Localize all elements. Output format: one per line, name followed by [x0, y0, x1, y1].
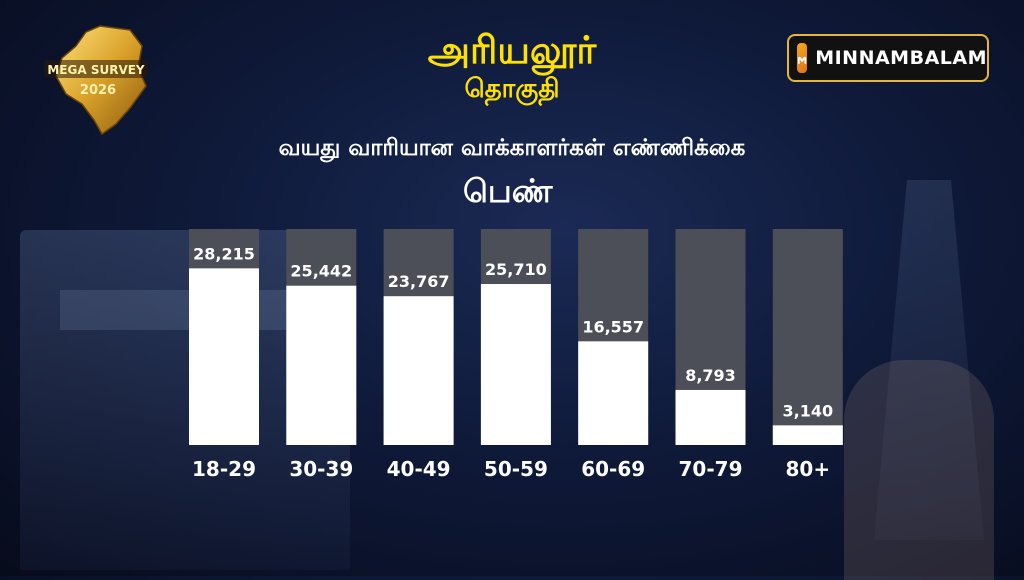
brand-logo-box: MINNAMBALAM — [787, 34, 989, 82]
brand-name: MINNAMBALAM — [815, 47, 987, 69]
mega-survey-badge: MEGA SURVEY 2026 — [42, 24, 150, 136]
category-label-18-29: 18-29 — [192, 457, 256, 481]
chart-subtitle-gender: பெண் — [463, 172, 553, 210]
category-label-80+: 80+ — [786, 457, 831, 481]
category-label-30-39: 30-39 — [289, 457, 353, 481]
bar-60-69 — [578, 341, 649, 445]
bar-50-59 — [480, 284, 551, 445]
category-label-50-59: 50-59 — [484, 457, 548, 481]
badge-text-line2: 2026 — [80, 83, 116, 98]
minnambalam-logo-icon — [797, 43, 808, 73]
data-label-18-29: 28,215 — [193, 244, 255, 263]
data-label-60-69: 16,557 — [582, 317, 644, 336]
data-label-40-49: 23,767 — [388, 272, 450, 291]
data-label-50-59: 25,710 — [485, 260, 547, 279]
category-label-60-69: 60-69 — [581, 457, 645, 481]
data-label-70-79: 8,793 — [685, 366, 736, 385]
bar-30-39 — [286, 285, 357, 445]
constituency-title: அரியலூர் — [427, 28, 597, 72]
data-label-80+: 3,140 — [782, 401, 833, 420]
bar-track — [772, 229, 843, 445]
bar-70-79 — [675, 389, 746, 445]
bar-18-29 — [189, 268, 259, 445]
category-label-70-79: 70-79 — [679, 457, 743, 481]
background-voter-hand — [844, 360, 994, 580]
chart-title: வயது வாரியான வாக்காளர்கள் எண்ணிக்கை — [278, 135, 746, 161]
badge-text-line1: MEGA SURVEY — [47, 63, 145, 77]
constituency-label: தொகுதி — [464, 74, 560, 104]
bar-40-49 — [383, 296, 454, 445]
data-label-30-39: 25,442 — [290, 262, 352, 281]
bar-80+ — [772, 425, 843, 445]
category-label-40-49: 40-49 — [387, 457, 451, 481]
